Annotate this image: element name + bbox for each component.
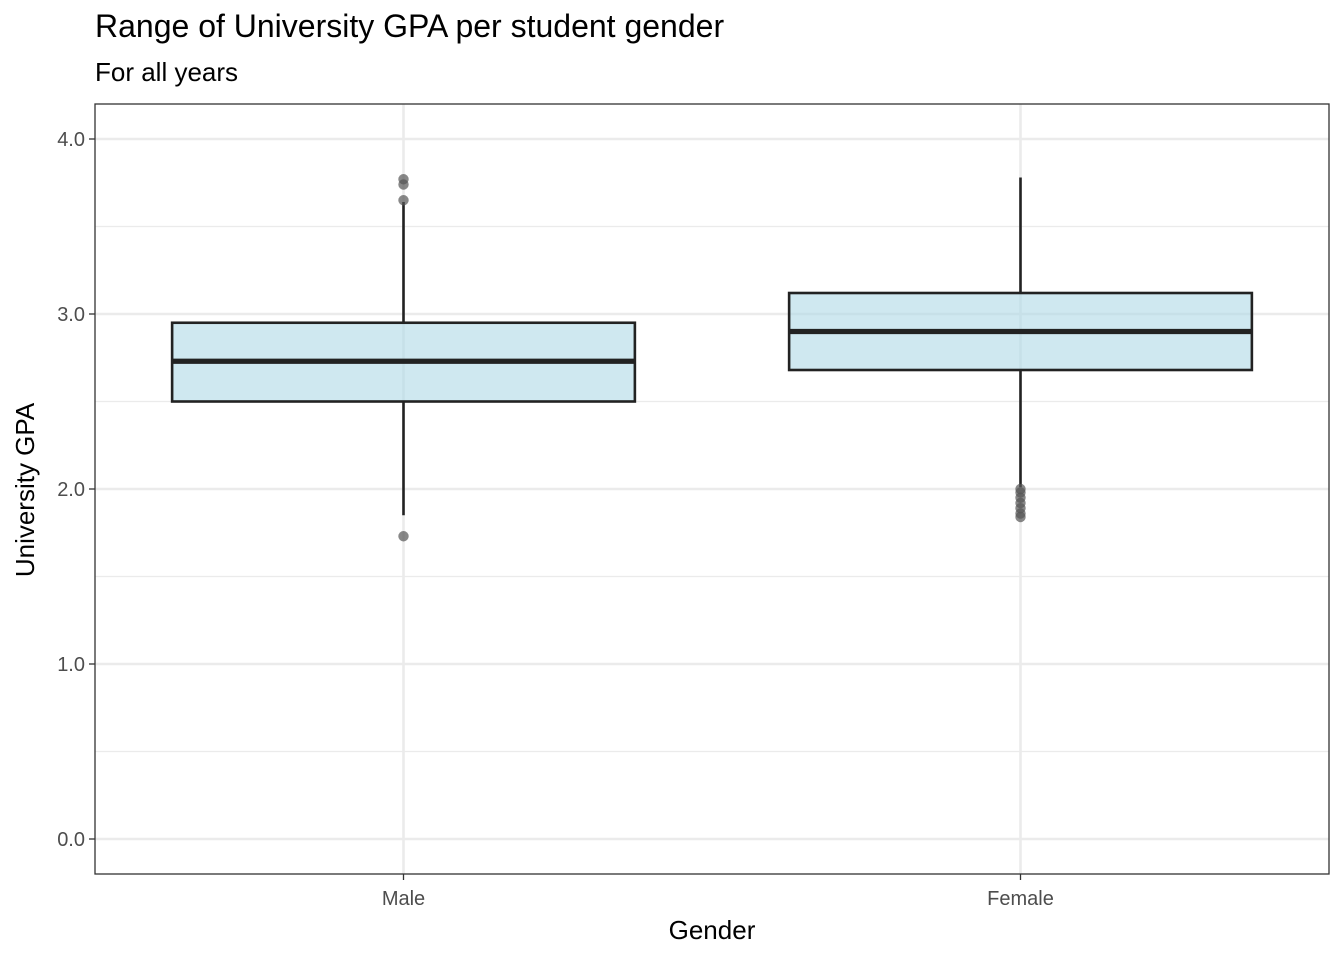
x-tick-label-female: Female xyxy=(987,888,1054,910)
male-outlier-point xyxy=(398,531,409,542)
box-layer xyxy=(170,174,1254,542)
x-tick-label-male: Male xyxy=(382,888,425,910)
female-outlier-point xyxy=(1015,483,1026,495)
male-outlier-point xyxy=(398,174,409,185)
x-axis-title: Gender xyxy=(669,915,756,945)
axis-ticks: 0.0 1.0 2.0 3.0 4.0 Male Female xyxy=(57,129,1054,910)
male-outlier-point xyxy=(398,195,409,206)
y-tick-label: 1.0 xyxy=(57,654,85,676)
y-tick-label: 3.0 xyxy=(57,304,85,326)
grid-lines xyxy=(95,104,1329,874)
chart-title: Range of University GPA per student gend… xyxy=(95,8,725,44)
y-tick-label: 0.0 xyxy=(57,829,85,851)
y-axis-title: University GPA xyxy=(10,402,40,577)
y-tick-label: 2.0 xyxy=(57,479,85,501)
chart-subtitle: For all years xyxy=(95,57,239,87)
y-tick-label: 4.0 xyxy=(57,129,85,151)
